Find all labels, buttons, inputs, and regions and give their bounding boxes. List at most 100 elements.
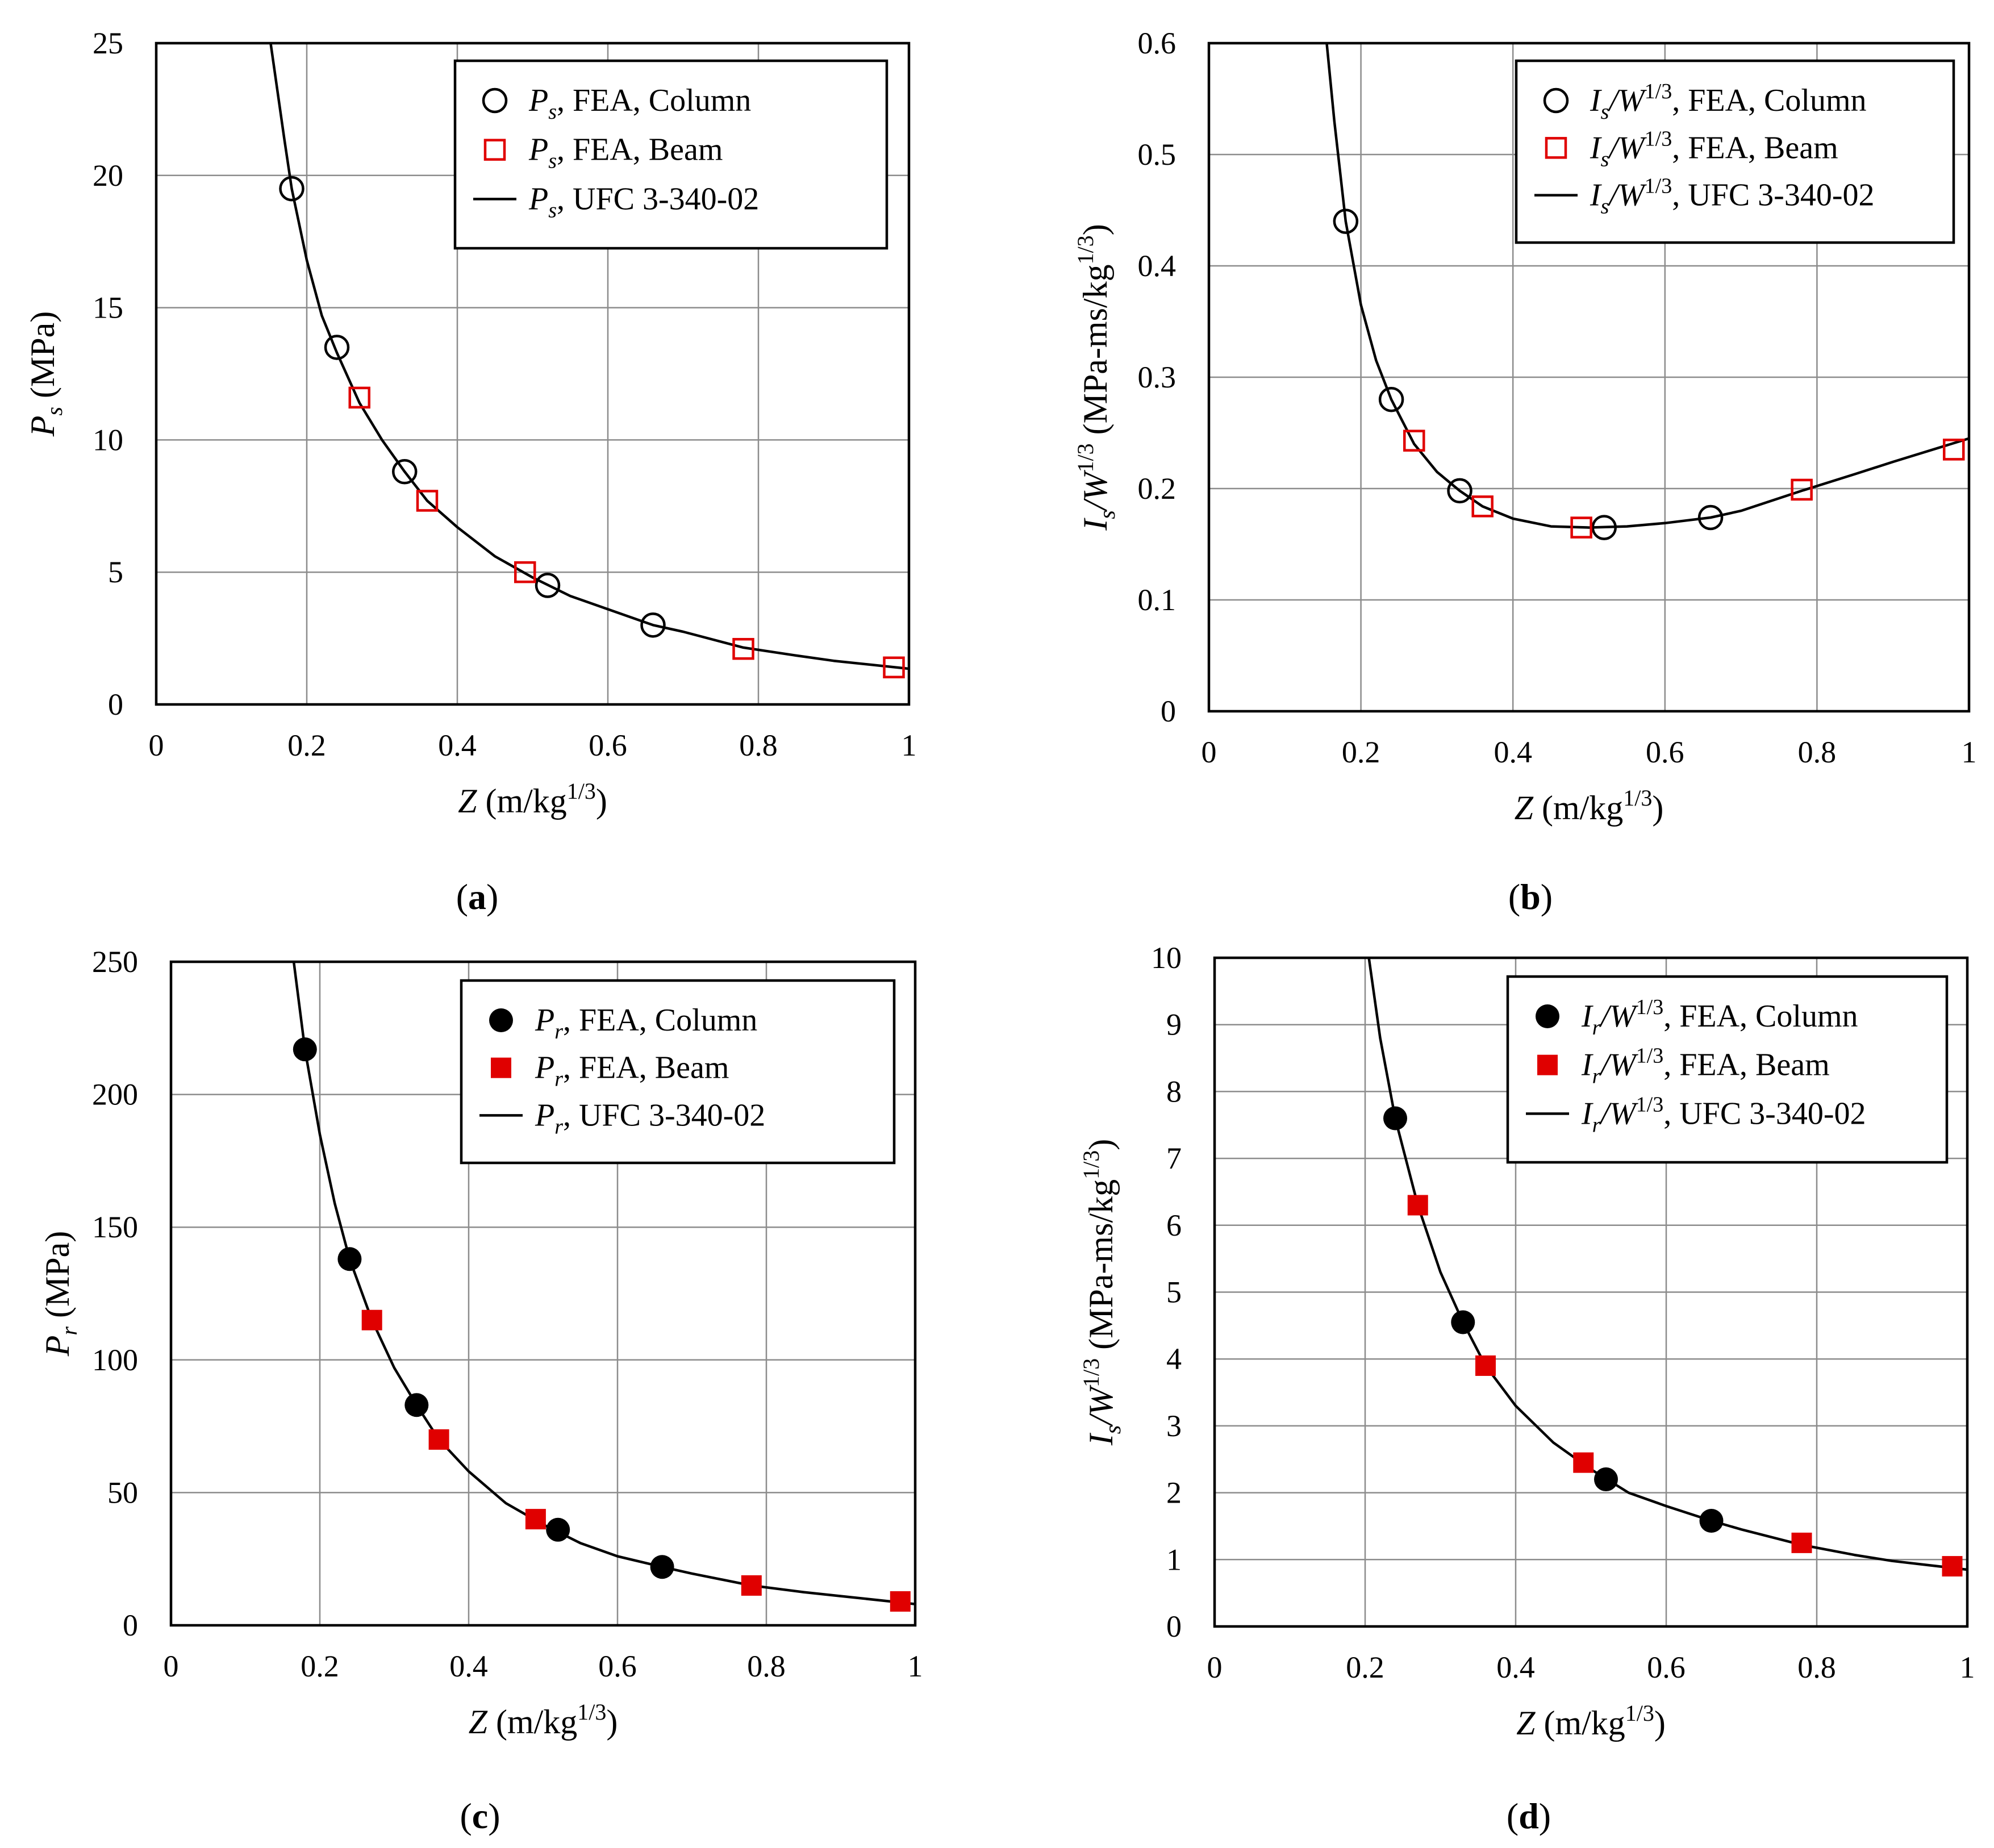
x-tick-label: 0.2 — [1346, 1650, 1384, 1684]
legend-label: Ir/W1/3, FEA, Beam — [1581, 1044, 1830, 1088]
legend-marker — [483, 139, 506, 161]
y-tick-label: 250 — [92, 945, 138, 979]
legend-label: Is/W1/3, FEA, Column — [1590, 80, 1867, 124]
y-tick-label: 0.2 — [1138, 472, 1177, 506]
y-tick-label: 0 — [108, 687, 123, 721]
chart-panel-c: 0 0.2 0.4 0.6 0.8 1 0 50 100 150 200 250 Z (m/kg1/3)… — [39, 945, 923, 1836]
y-tick-label: 0.1 — [1138, 583, 1177, 617]
x-tick-label: 1 — [908, 1649, 923, 1683]
plot-frame — [1213, 956, 1969, 1628]
x-tick-label: 0 — [149, 728, 164, 762]
y-tick-label: 10 — [1151, 941, 1182, 975]
legend: Ps, FEA, Column Ps, FEA, Beam Ps, UFC 3-34… — [453, 59, 888, 250]
y-tick-label: 25 — [93, 26, 123, 60]
legend-marker — [1543, 87, 1569, 114]
y-tick-label: 0 — [123, 1608, 138, 1642]
data-point — [732, 637, 754, 660]
y-tick-label: 4 — [1166, 1342, 1182, 1376]
plot-area — [292, 962, 915, 1612]
y-tick-label: 0.3 — [1138, 360, 1177, 394]
legend-marker — [482, 87, 508, 114]
x-tick-label: 0.2 — [301, 1649, 339, 1683]
y-tick-label: 0.5 — [1138, 137, 1177, 172]
panel-label: (b) — [1508, 877, 1553, 917]
y-tick-label: 3 — [1166, 1409, 1182, 1443]
x-tick-label: 0.6 — [598, 1649, 637, 1683]
data-point — [535, 573, 561, 598]
data-point — [348, 386, 370, 409]
plot-area — [269, 43, 909, 679]
y-tick-label: 8 — [1166, 1074, 1182, 1108]
y-tick-label: 2 — [1166, 1476, 1182, 1510]
plot-area — [1325, 43, 1969, 540]
x-tick-label: 0.4 — [1496, 1650, 1535, 1684]
legend-box — [453, 59, 888, 250]
data-point — [1378, 386, 1404, 412]
legend-label: Ir/W1/3, FEA, Column — [1581, 995, 1858, 1040]
panel-label: (a) — [456, 877, 499, 917]
legend-box — [460, 979, 896, 1165]
y-tick-label: 150 — [92, 1210, 138, 1244]
y-tick-label: 5 — [108, 555, 123, 589]
x-tick-label: 0.2 — [287, 728, 326, 762]
data-point — [293, 1037, 317, 1062]
data-point — [1573, 1452, 1594, 1473]
y-tick-label: 100 — [92, 1343, 138, 1377]
data-point — [1407, 1195, 1428, 1216]
y-tick-label: 0 — [1166, 1609, 1182, 1643]
legend-label: Is/W1/3, FEA, Beam — [1590, 127, 1838, 171]
data-point — [525, 1509, 546, 1530]
x-tick-label: 0.4 — [449, 1649, 488, 1683]
legend-marker — [1545, 137, 1567, 159]
y-tick-label: 0.6 — [1138, 26, 1177, 60]
data-point — [546, 1517, 570, 1542]
data-point — [279, 176, 304, 202]
legend-label: Ir/W1/3, UFC 3-340-02 — [1581, 1092, 1866, 1137]
legend-label: Pr, FEA, Beam — [535, 1050, 729, 1091]
y-tick-label: 6 — [1166, 1208, 1182, 1242]
data-point — [1403, 429, 1425, 452]
y-tick-label: 9 — [1166, 1008, 1182, 1042]
legend-marker — [491, 1057, 511, 1078]
legend-box — [1506, 975, 1949, 1164]
plot-frame — [169, 960, 917, 1627]
series-curve — [269, 43, 909, 670]
series-curve — [1325, 43, 1969, 529]
y-axis-label: Is/W1/3 (MPa-ms/kg1/3) — [1073, 224, 1120, 531]
x-tick-label: 0.2 — [1342, 735, 1380, 769]
x-axis-label: Z (m/kg1/3) — [469, 1699, 618, 1741]
data-point — [640, 612, 666, 638]
x-tick-label: 0.4 — [1494, 735, 1532, 769]
x-tick-label: 0.6 — [1647, 1650, 1686, 1684]
data-point — [416, 490, 439, 512]
data-point — [1447, 478, 1472, 504]
data-point — [883, 656, 905, 679]
panel-label: (d) — [1507, 1796, 1551, 1836]
data-point — [1383, 1106, 1407, 1131]
plot-frame — [155, 41, 911, 706]
data-point — [1942, 439, 1965, 461]
legend-label: Is/W1/3, UFC 3-340-02 — [1590, 174, 1874, 219]
plot-area — [1367, 958, 1967, 1577]
data-point — [1333, 208, 1359, 234]
x-tick-label: 0.4 — [438, 728, 477, 762]
legend-marker — [1536, 1004, 1559, 1028]
y-tick-label: 50 — [107, 1475, 138, 1509]
x-tick-label: 1 — [1962, 735, 1977, 769]
y-tick-label: 0.4 — [1138, 249, 1177, 283]
data-point — [890, 1591, 911, 1612]
data-point — [392, 459, 418, 485]
chart-panel-b: 0 0.2 0.4 0.6 0.8 1 0 0.1 0.2 0.3 0.4 0.5 0.6 Z (m/kg… — [1073, 26, 1977, 917]
legend-marker — [489, 1008, 513, 1032]
x-axis-label: Z (m/kg1/3) — [458, 778, 607, 820]
y-tick-label: 5 — [1166, 1275, 1182, 1309]
x-tick-label: 1 — [1960, 1650, 1975, 1684]
y-axis-label: Is/W1/3 (MPa-ms/kg1/3) — [1078, 1139, 1125, 1446]
x-tick-label: 0.8 — [739, 728, 778, 762]
data-point — [650, 1555, 674, 1579]
x-tick-label: 0 — [164, 1649, 179, 1683]
y-tick-label: 200 — [92, 1078, 138, 1112]
